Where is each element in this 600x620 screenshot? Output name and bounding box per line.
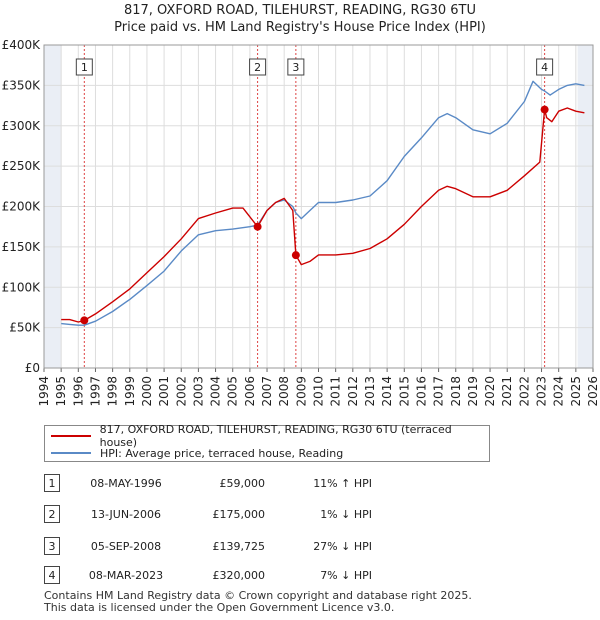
sale-point bbox=[80, 316, 89, 325]
transaction-hpi: 7% ↓ HPI bbox=[320, 569, 372, 582]
y-tick-label: £200K bbox=[2, 200, 42, 214]
x-tick-label: 2002 bbox=[174, 376, 188, 407]
transaction-row: 3 05-SEP-2008 £139,725 27% ↓ HPI bbox=[0, 537, 600, 559]
y-tick-label: £0 bbox=[25, 361, 40, 375]
x-tick-label: 1995 bbox=[54, 376, 68, 407]
x-tick-label: 2012 bbox=[346, 376, 360, 407]
y-tick-label: £350K bbox=[2, 78, 42, 92]
x-tick-label: 1998 bbox=[106, 376, 120, 407]
x-tick-label: 2005 bbox=[226, 376, 240, 407]
transaction-price: £139,725 bbox=[212, 540, 266, 553]
x-tick-label: 2023 bbox=[535, 376, 549, 407]
y-tick-label: £400K bbox=[2, 38, 42, 52]
marker-box bbox=[287, 58, 305, 76]
legend-label-property: 817, OXFORD ROAD, TILEHURST, READING, RG… bbox=[99, 423, 452, 449]
x-tick-label: 2010 bbox=[312, 376, 326, 407]
x-tick-label: 2014 bbox=[380, 376, 394, 407]
marker-label: 1 bbox=[81, 61, 88, 74]
transaction-number: 3 bbox=[44, 537, 60, 555]
x-tick-label: 2021 bbox=[500, 376, 514, 407]
x-tick-label: 2000 bbox=[140, 376, 154, 407]
transaction-hpi: 27% ↓ HPI bbox=[313, 540, 372, 553]
legend: 817, OXFORD ROAD, TILEHURST, READING, RG… bbox=[44, 423, 490, 462]
x-tick-label: 2025 bbox=[569, 376, 583, 407]
transaction-number: 2 bbox=[44, 505, 60, 523]
footer-copyright: Contains HM Land Registry data © Crown c… bbox=[44, 589, 472, 602]
transaction-date: 13-JUN-2006 bbox=[90, 508, 162, 521]
chart-subtitle: Price paid vs. HM Land Registry's House … bbox=[114, 20, 486, 35]
x-tick-label: 2018 bbox=[449, 376, 463, 407]
x-tick-label: 1994 bbox=[37, 376, 51, 407]
transaction-hpi: 1% ↓ HPI bbox=[320, 508, 372, 521]
plot-frame bbox=[43, 44, 594, 369]
y-tick-label: £100K bbox=[2, 280, 42, 294]
x-tick-label: 2008 bbox=[277, 376, 291, 407]
transaction-price: £320,000 bbox=[212, 569, 266, 582]
x-tick-label: 2024 bbox=[552, 376, 566, 407]
transaction-price: £175,000 bbox=[212, 508, 266, 521]
marker-box bbox=[536, 58, 554, 76]
marker-box bbox=[75, 58, 93, 76]
marker-label: 4 bbox=[541, 61, 548, 74]
x-tick-label: 2015 bbox=[397, 376, 411, 407]
x-tick-label: 2020 bbox=[483, 376, 497, 407]
x-tick-label: 2022 bbox=[517, 376, 531, 407]
transaction-date: 08-MAR-2023 bbox=[88, 569, 164, 582]
x-tick-label: 2016 bbox=[414, 376, 428, 407]
x-tick-label: 1996 bbox=[71, 376, 85, 407]
x-tick-label: 2011 bbox=[329, 376, 343, 407]
x-tick-label: 2007 bbox=[260, 376, 274, 407]
transaction-number: 1 bbox=[44, 474, 60, 492]
sale-point bbox=[253, 222, 262, 231]
x-tick-label: 2001 bbox=[157, 376, 171, 407]
x-tick-label: 1999 bbox=[123, 376, 137, 407]
x-tick-label: 2017 bbox=[432, 376, 446, 407]
x-tick-label: 2026 bbox=[586, 376, 600, 407]
x-tick-label: 2003 bbox=[191, 376, 205, 407]
marker-label: 2 bbox=[254, 61, 261, 74]
legend-item-property: 817, OXFORD ROAD, TILEHURST, READING, RG… bbox=[51, 423, 489, 449]
transaction-row: 2 13-JUN-2006 £175,000 1% ↓ HPI bbox=[0, 505, 600, 527]
transaction-number: 4 bbox=[44, 566, 60, 584]
x-tick-label: 2004 bbox=[209, 376, 223, 407]
legend-swatch-property bbox=[51, 435, 91, 437]
transaction-date: 05-SEP-2008 bbox=[90, 540, 162, 553]
footer: Contains HM Land Registry data © Crown c… bbox=[44, 590, 472, 614]
transaction-price: £59,000 bbox=[219, 477, 266, 490]
marker-box bbox=[249, 58, 267, 76]
y-tick-label: £300K bbox=[2, 119, 42, 133]
price-chart: £0 £50K £100K £150K £200K £250K £300K £350K £400… bbox=[2, 38, 600, 407]
transaction-row: 1 08-MAY-1996 £59,000 11% ↑ HPI bbox=[0, 474, 600, 496]
transaction-hpi: 11% ↑ HPI bbox=[313, 477, 372, 490]
y-tick-label: £150K bbox=[2, 240, 42, 254]
transaction-row: 4 08-MAR-2023 £320,000 7% ↓ HPI bbox=[0, 566, 600, 588]
x-tick-label: 2013 bbox=[363, 376, 377, 407]
series-line-hpi bbox=[61, 80, 585, 326]
transaction-date: 08-MAY-1996 bbox=[90, 477, 162, 490]
x-tick-label: 2009 bbox=[294, 376, 308, 407]
chart-title: 817, OXFORD ROAD, TILEHURST, READING, RG… bbox=[123, 3, 477, 18]
legend-label-hpi: HPI: Average price, terraced house, Read… bbox=[100, 446, 344, 460]
x-tick-label: 2019 bbox=[466, 376, 480, 407]
y-tick-label: £250K bbox=[2, 159, 42, 173]
legend-item-hpi: HPI: Average price, terraced house, Read… bbox=[51, 445, 343, 461]
legend-swatch-hpi bbox=[51, 452, 91, 454]
series-line-property bbox=[61, 107, 585, 323]
footer-licence: This data is licensed under the Open Gov… bbox=[44, 601, 395, 614]
marker-label: 3 bbox=[292, 61, 299, 74]
sale-point bbox=[540, 105, 549, 114]
x-tick-label: 2006 bbox=[243, 376, 257, 407]
x-tick-label: 1997 bbox=[88, 376, 102, 407]
sale-point bbox=[291, 251, 300, 260]
y-tick-label: £50K bbox=[9, 321, 41, 335]
